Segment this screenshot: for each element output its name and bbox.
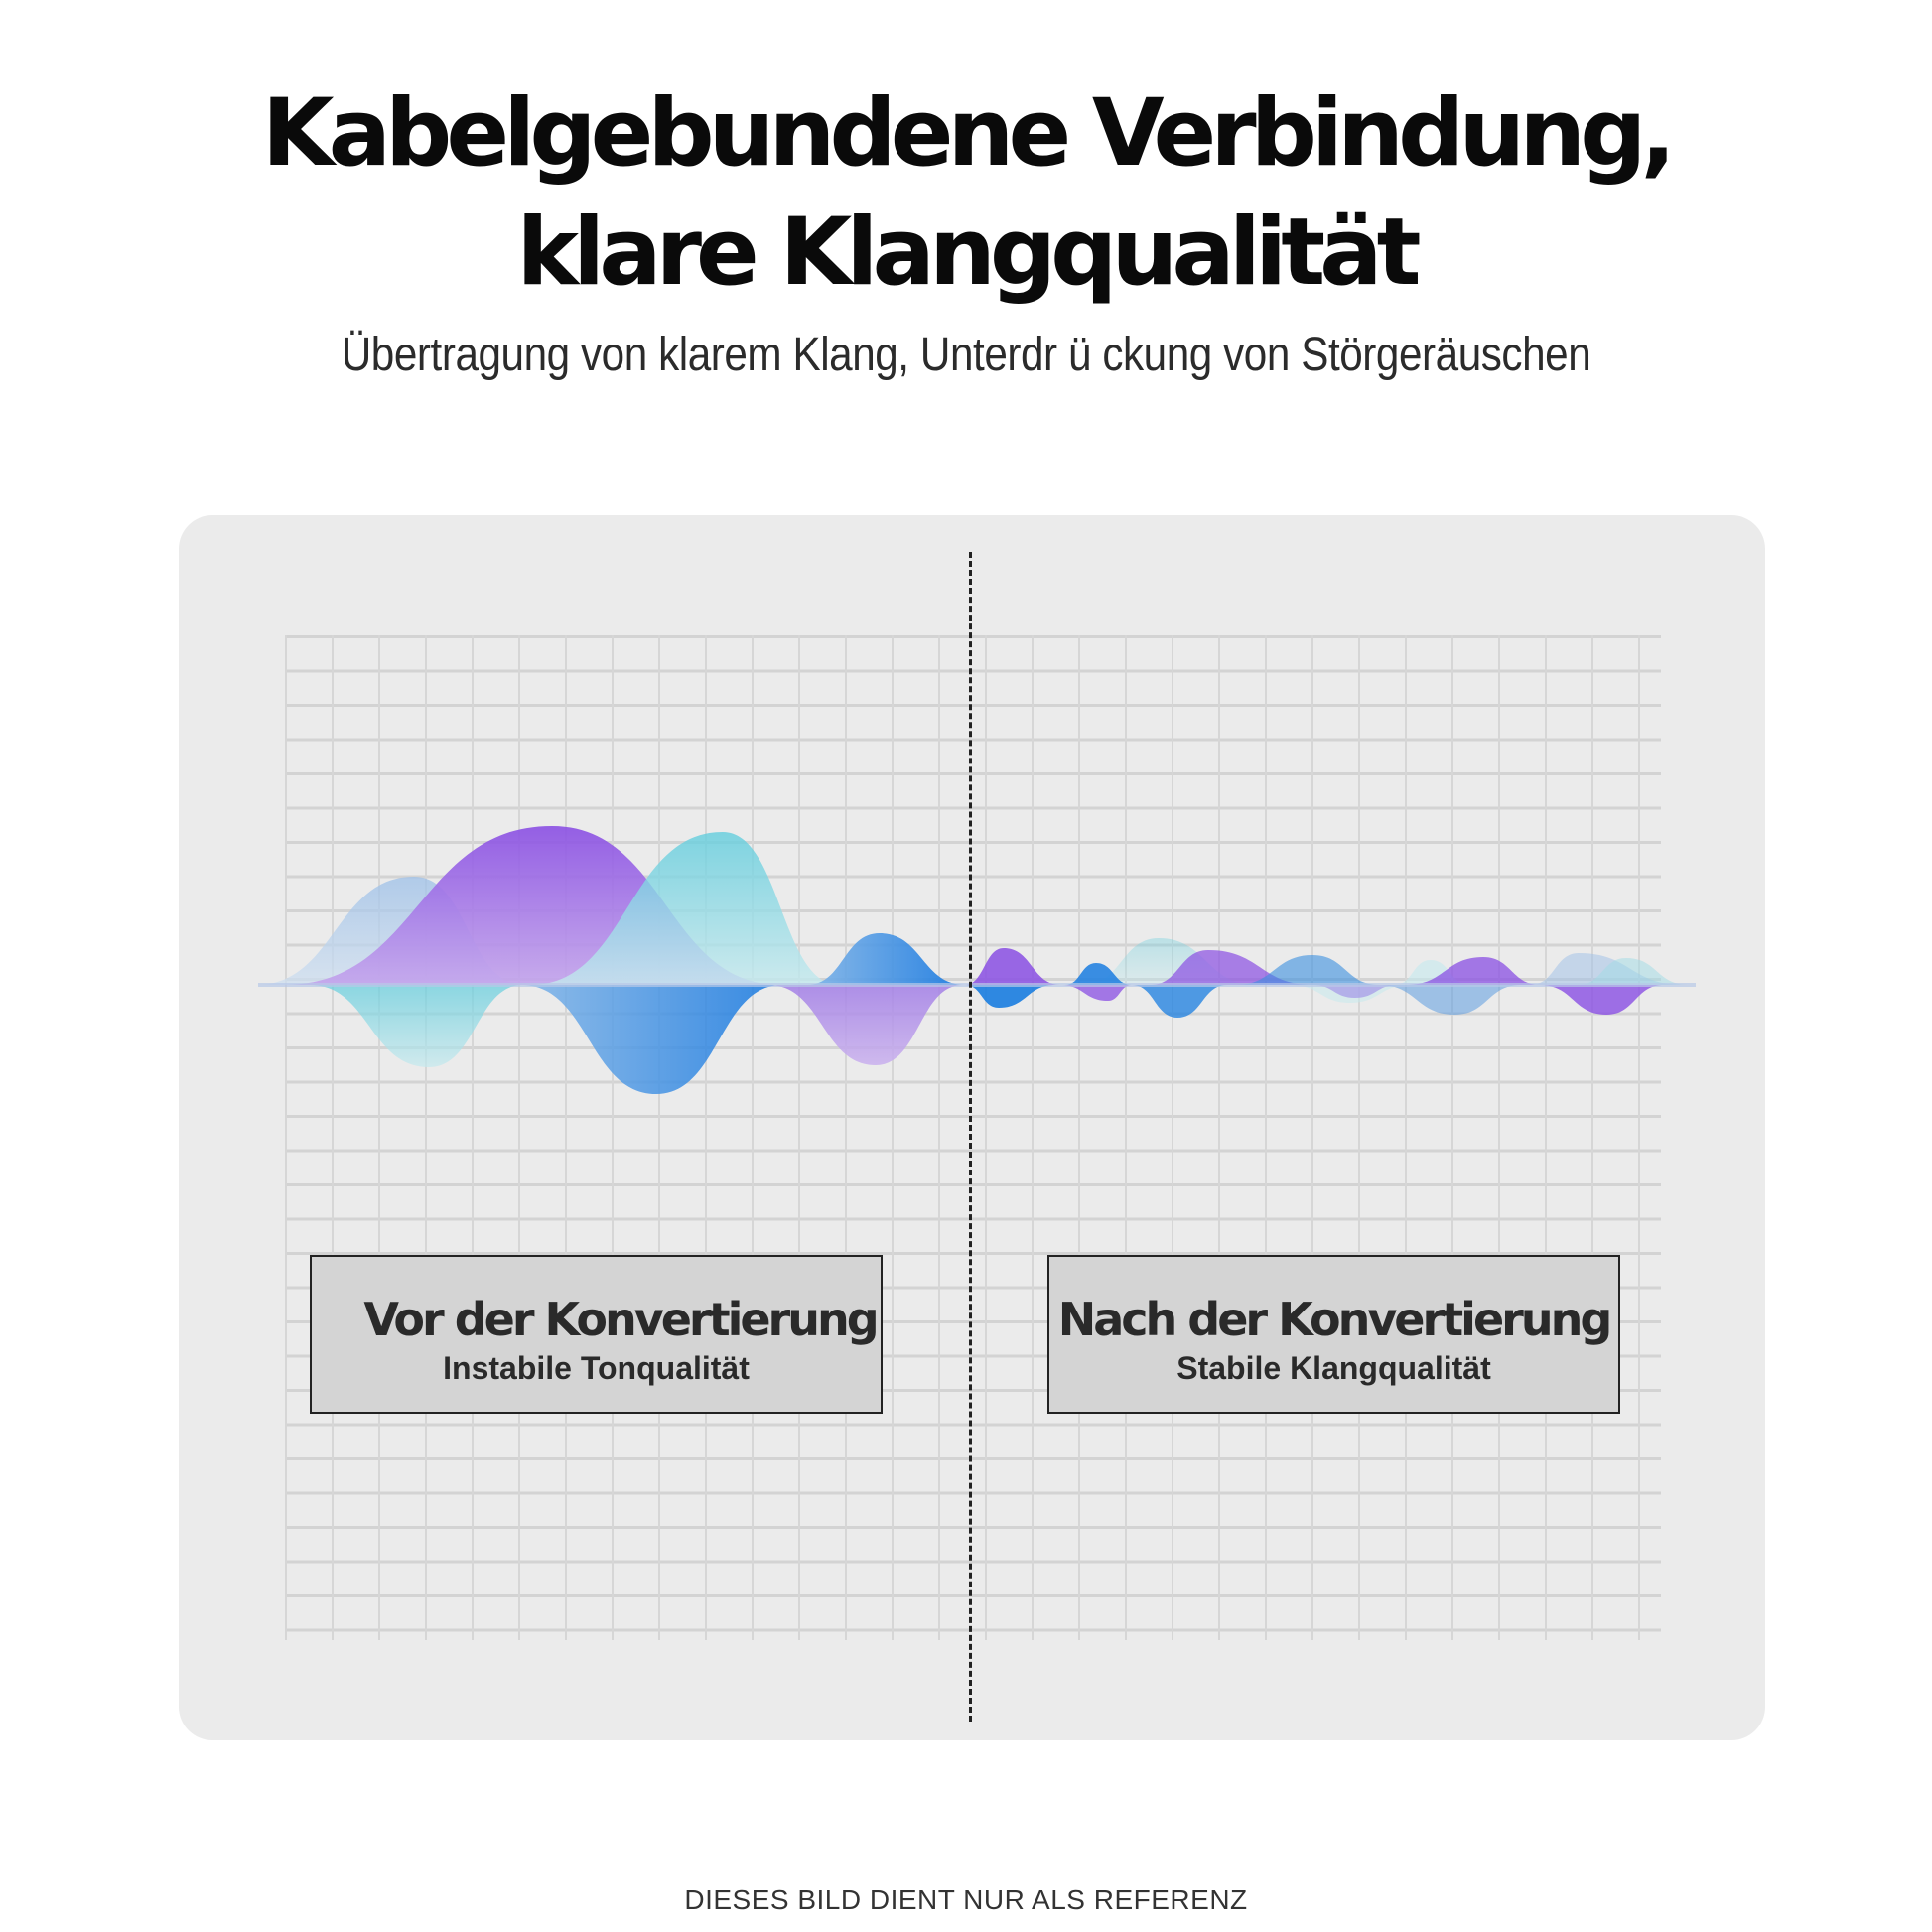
wave-segment [1236,955,1379,985]
wave-segment [1579,958,1688,985]
wave-segment [1132,985,1227,1018]
grid-background [285,635,1661,1640]
subtitle: Übertragung von klarem Klang, Unterdr ü … [341,329,1591,381]
divider-dashed-line [969,552,972,1722]
wave-segment [310,985,523,1067]
wave-segment [1540,985,1664,1015]
wave-segment [531,832,839,985]
wave-segment [521,985,782,1094]
wave-segment [1379,985,1521,1015]
reference-disclaimer: DIESES BILD DIENT NUR ALS REFERENZ [684,1884,1248,1915]
after-title: Nach der Konvertierung [1057,1293,1613,1346]
after-conversion-label: Nach der Konvertierung Stabile Klangqual… [1047,1255,1620,1414]
before-title: Vor der Konvertierung [363,1293,879,1346]
wave-segment [1291,985,1410,1003]
headline-line-1: Kabelgebundene Verbindung, [261,79,1676,188]
before-subtitle: Instabile Tonqualität [443,1350,750,1386]
before-conversion-label: Vor der Konvertierung Instabile Tonquali… [310,1255,883,1414]
wave-segment [1407,957,1540,985]
wave-segment [1060,985,1132,1001]
after-subtitle: Stabile Klangqualität [1176,1350,1491,1386]
wave-segment [768,985,963,1065]
wave-segment [965,985,1055,1008]
wave-segment [1065,963,1132,985]
headline-line-2: klare Klangqualität [516,199,1421,307]
wave-segment [965,948,1060,985]
wave-segment [807,933,965,985]
